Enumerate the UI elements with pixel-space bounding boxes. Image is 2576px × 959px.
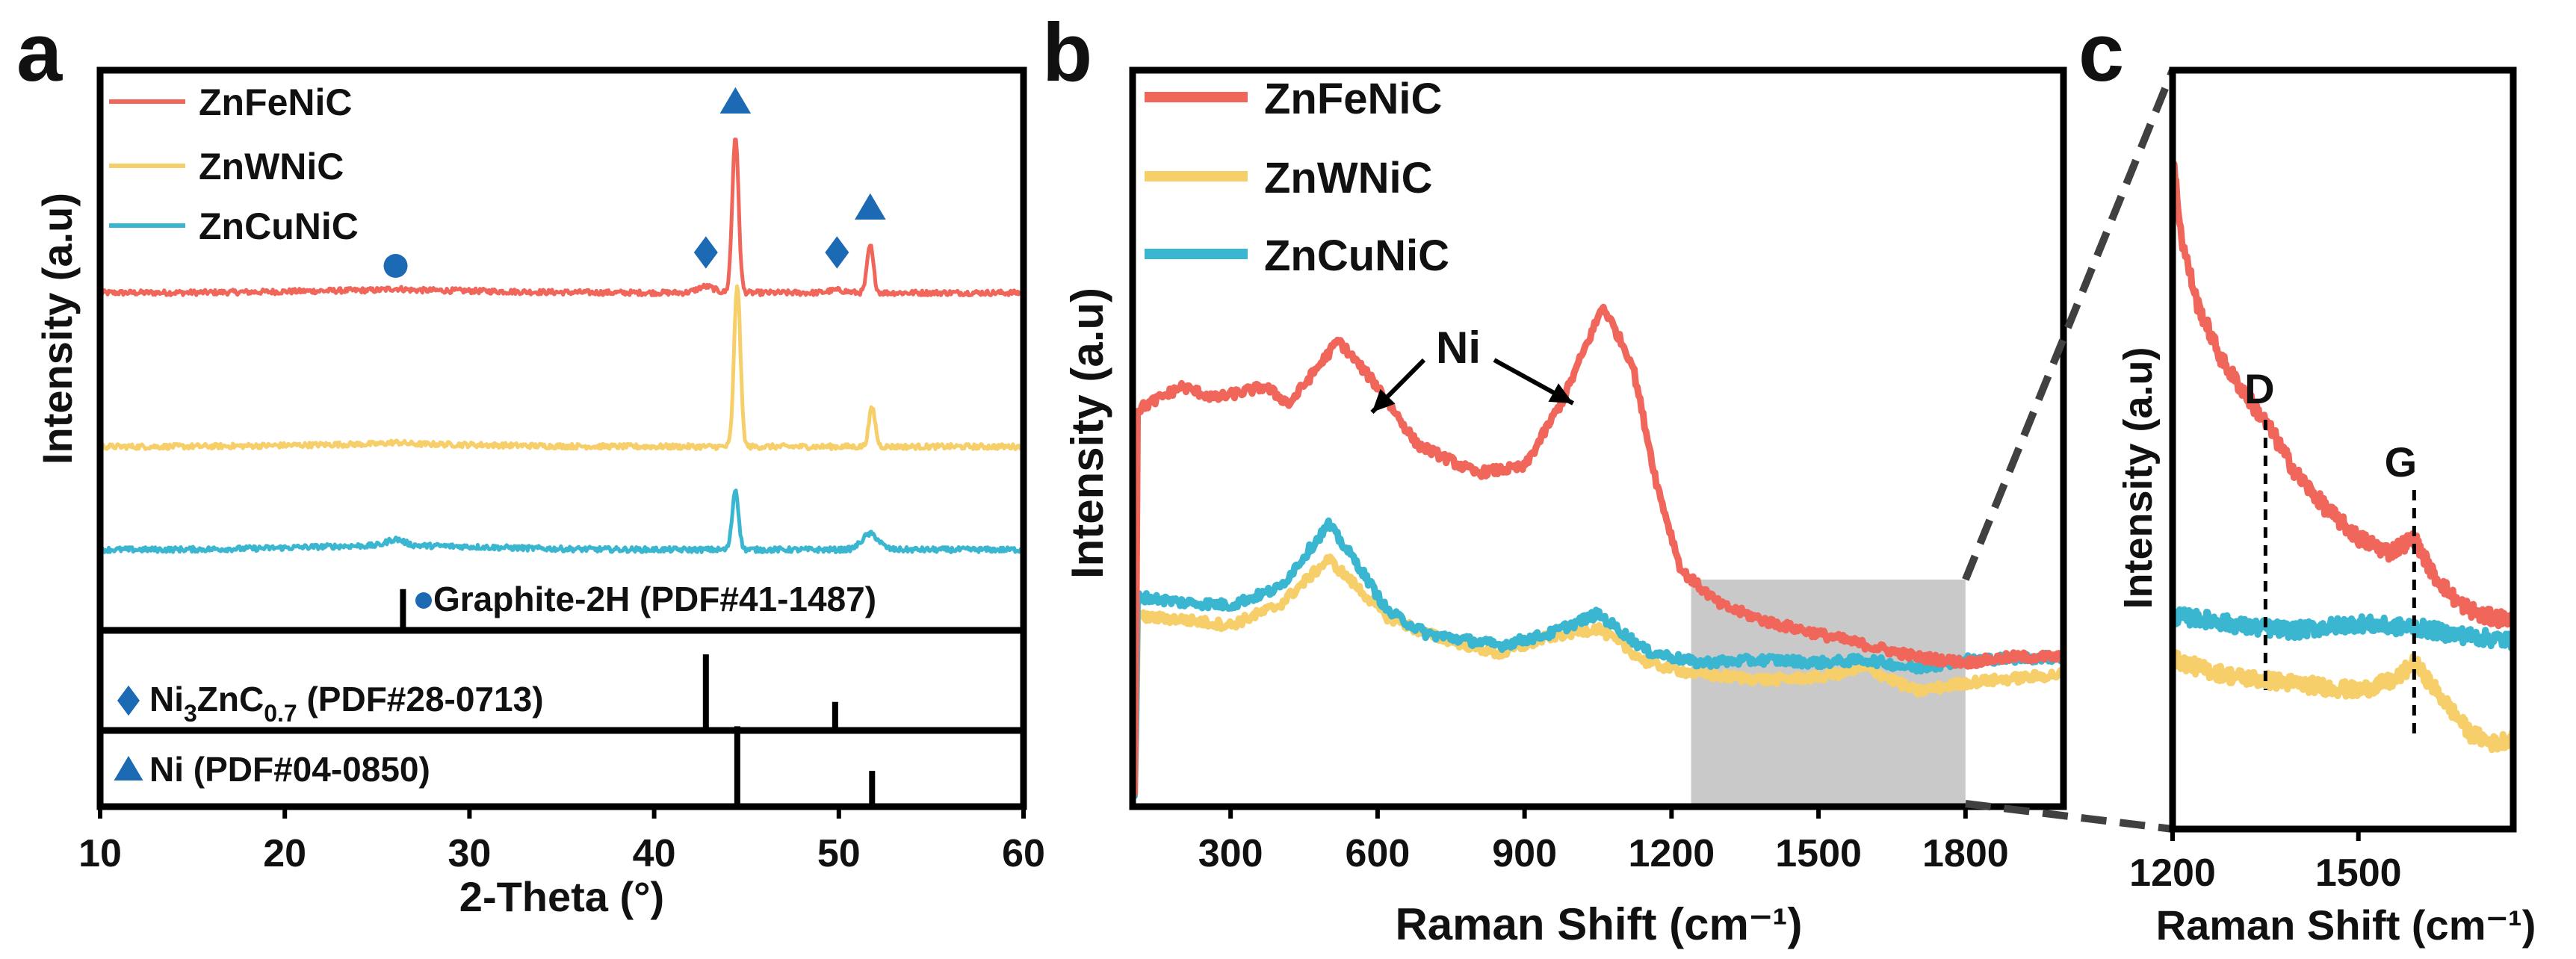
x-tick-label-a: 20 [263, 832, 306, 875]
annotation-label-g: G [2385, 438, 2418, 485]
x-tick-label-c: 1200 [2129, 851, 2216, 895]
legend-b: ZnFeNiC ZnWNiC ZnCuNiC [1145, 75, 1449, 280]
annotation-ni: Ni [1436, 323, 1481, 373]
plot-frame-b [1129, 66, 2067, 810]
x-tick-label-b: 1500 [1775, 832, 1862, 875]
x-tick-label-a: 50 [817, 832, 861, 875]
panel-a-ylabel: Intensity (a.u) [34, 193, 81, 465]
peak-marker-triangle [719, 87, 752, 114]
panel-a-peak-markers [383, 87, 886, 278]
x-tick-label-a: 60 [1002, 832, 1045, 875]
x-tick-label-a: 30 [448, 832, 491, 875]
x-axis-label-c: Raman Shift (cm⁻¹) [2156, 901, 2536, 949]
series-line-b-znfenic [1131, 303, 2066, 797]
series-line-c-znwnic [2170, 649, 2516, 754]
plot-frame-c [2169, 66, 2517, 833]
panel-a-reference-patterns: Graphite-2H (PDF#41-1487) Ni3ZnC0.7 (PDF… [114, 580, 876, 807]
x-tick-label-b: 1200 [1629, 832, 1715, 875]
plot-frame-a [96, 66, 1027, 810]
reference-label-graphite: Graphite-2H (PDF#41-1487) [433, 580, 876, 618]
panel-c-ylabel: Intensity (a.u) [2116, 347, 2161, 609]
legend-a: ZnFeNiC ZnWNiC ZnCuNiC [109, 81, 359, 247]
panel-a-traces [99, 137, 1024, 554]
reference-marker-circle-icon [415, 592, 432, 609]
peak-marker-circle [383, 254, 408, 278]
annotation-arrow-right-head [1548, 383, 1573, 403]
x-axis-label-b: Raman Shift (cm⁻¹) [1395, 899, 1802, 949]
zoom-connector-bottom [1965, 800, 2173, 833]
peak-marker-diamond [825, 236, 849, 269]
series-line-a-znfenic [99, 137, 1024, 297]
peak-marker-triangle [855, 193, 886, 220]
panel-b-letter: b [1042, 7, 1092, 99]
x-axis-ticks-b: 300 600 900 1200 1500 1800 [1198, 807, 2009, 875]
panel-b-ylabel: Intensity (a.u) [1062, 288, 1112, 579]
annotation-ni-arrows [1370, 358, 1575, 415]
legend-label-a-znfenic: ZnFeNiC [199, 81, 353, 123]
panel-a: a Intensity (a.u) ZnFeNiC ZnWNiC ZnCuNiC… [16, 7, 1045, 920]
series-line-c-znfenic [2170, 161, 2516, 630]
x-axis-label-a: 2-Theta (°) [459, 873, 664, 920]
legend-label-b-zncunic: ZnCuNiC [1264, 232, 1449, 280]
series-line-c-zncunic [2170, 606, 2516, 652]
series-line-b-zncunic [1131, 517, 2066, 800]
panel-c-traces [2170, 161, 2516, 754]
legend-label-b-znwnic: ZnWNiC [1264, 154, 1433, 202]
series-line-a-znwnic [99, 284, 1024, 451]
x-tick-label-b: 1800 [1922, 832, 2009, 875]
x-tick-label-b: 600 [1346, 832, 1411, 875]
reference-label-ni: Ni (PDF#04-0850) [149, 750, 430, 789]
panel-b: b Intensity (a.u) Ni ZnFeNiC ZnWNiC ZnCu… [1042, 7, 2067, 949]
reference-marker-diamond-icon [117, 685, 140, 716]
x-axis-ticks-a: 10 20 30 40 50 60 [78, 807, 1045, 875]
reference-label-ni3znc: Ni3ZnC0.7 (PDF#28-0713) [149, 680, 544, 727]
series-line-b-znwnic [1131, 553, 2066, 798]
panel-c: c Intensity (a.u) D G 1200 1500 Raman Shi… [2078, 7, 2536, 949]
legend-label-b-znfenic: ZnFeNiC [1264, 75, 1442, 123]
x-tick-label-b: 900 [1492, 832, 1557, 875]
series-line-a-zncunic [99, 488, 1024, 554]
zoom-connector-top [1962, 69, 2176, 581]
x-tick-label-a: 10 [78, 832, 122, 875]
legend-label-a-zncunic: ZnCuNiC [199, 205, 359, 247]
panel-c-letter: c [2078, 7, 2124, 99]
panel-a-letter: a [16, 7, 63, 99]
annotation-arrow-left-head [1372, 388, 1396, 412]
x-tick-label-a: 40 [633, 832, 676, 875]
reference-marker-triangle-icon [114, 756, 143, 780]
x-tick-label-c: 1500 [2315, 851, 2402, 895]
peak-marker-diamond [693, 236, 718, 269]
x-tick-label-b: 300 [1198, 832, 1263, 875]
annotation-label-d: D [2244, 365, 2274, 412]
x-axis-ticks-c: 1200 1500 [2129, 829, 2402, 895]
legend-label-a-znwnic: ZnWNiC [199, 146, 344, 187]
panel-b-traces [1131, 303, 2066, 800]
